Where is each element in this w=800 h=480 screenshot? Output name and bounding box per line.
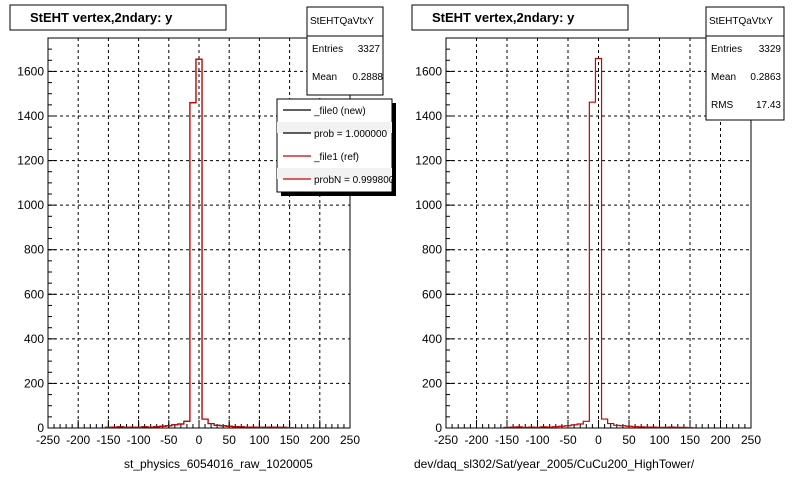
left-y-tick-label: 400 — [24, 332, 44, 346]
right-panel: StEHT vertex,2ndary: y -250 -200 -150 -100-… — [411, 4, 785, 471]
right-histograms — [503, 57, 694, 429]
left-stats-name: StEHTQaVtxY — [310, 16, 374, 27]
right-x-tick-label: -200 — [464, 433, 488, 447]
right-y-tick-label: 0 — [435, 421, 442, 435]
left-x-label: st_physics_6054016_raw_1020005 — [124, 457, 313, 471]
left-y-tick-label: 200 — [24, 376, 44, 390]
right-entries-value: 3329 — [759, 44, 782, 55]
right-entries-label: Entries — [711, 44, 742, 55]
right-y-tick-label: 1000 — [415, 198, 442, 212]
right-y-tick-label: 1200 — [415, 154, 442, 168]
left-mean-label: Mean — [312, 72, 337, 83]
right-x-tick-label: 0 — [595, 433, 602, 447]
left-grid — [48, 38, 350, 428]
left-title-box — [9, 4, 227, 31]
right-stats-name: StEHTQaVtxY — [709, 16, 773, 27]
right-stats-box — [705, 6, 785, 121]
left-entries-label: Entries — [312, 44, 343, 55]
right-x-ticks: -250 -200 -150 -100 -50 0 50 100 150 200 250 — [434, 420, 761, 447]
right-rms-label: RMS — [711, 100, 734, 111]
right-x-tick-label: 200 — [710, 433, 730, 447]
left-x-tick-label: 200 — [310, 433, 330, 447]
right-title: StEHT vertex,2ndary: y — [432, 10, 575, 25]
left-x-tick-label: 250 — [340, 433, 360, 447]
right-x-tick-label: -150 — [495, 433, 519, 447]
right-mean-label: Mean — [711, 72, 736, 83]
left-x-tick-label: 50 — [223, 433, 237, 447]
left-y-tick-label: 1400 — [17, 109, 44, 123]
right-x-tick-label: -50 — [559, 433, 577, 447]
right-y-ticks: 0 200 400 600 800 1000 1200 1400 1600 — [415, 37, 454, 435]
legend-label-new: _file0 (new) — [313, 106, 366, 117]
left-y-tick-label: 1000 — [17, 198, 44, 212]
right-x-tick-label: 250 — [741, 433, 761, 447]
left-histograms — [104, 58, 294, 429]
left-y-tick-label: 800 — [24, 243, 44, 257]
legend-label-probn: probN = 0.999800 — [314, 175, 395, 186]
right-grid — [446, 38, 751, 428]
left-series-1-histogram — [104, 58, 294, 429]
right-mean-value: 0.2863 — [750, 72, 781, 83]
right-x-tick-label: 150 — [680, 433, 700, 447]
right-rms-value: 17.43 — [756, 100, 781, 111]
right-x-tick-label: -100 — [525, 433, 549, 447]
legend-label-ref: _file1 (ref) — [313, 152, 359, 163]
right-x-tick-label: 100 — [649, 433, 669, 447]
right-y-tick-label: 600 — [422, 287, 442, 301]
left-mean-value: 0.2888 — [352, 72, 383, 83]
left-x-tick-label: -200 — [66, 433, 90, 447]
left-title: StEHT vertex,2ndary: y — [30, 10, 173, 25]
right-x-label: dev/daq_sl302/Sat/year_2005/CuCu200_High… — [414, 457, 695, 471]
left-x-tick-label: -150 — [96, 433, 120, 447]
right-x-tick-label: 50 — [622, 433, 636, 447]
left-panel: StEHT vertex,2ndary: y -250 -200 -150 -100-… — [9, 4, 396, 471]
left-x-ticks: -250 -200 -150 -100 -50 0 50 100 150 200 250 — [36, 420, 360, 447]
left-y-tick-label: 1600 — [17, 64, 44, 78]
right-x-tick-label: -250 — [434, 433, 458, 447]
right-y-tick-label: 1400 — [415, 109, 442, 123]
left-x-tick-label: -250 — [36, 433, 60, 447]
left-x-tick-label: 100 — [249, 433, 269, 447]
left-y-tick-label: 1200 — [17, 154, 44, 168]
left-x-tick-label: -100 — [127, 433, 151, 447]
left-entries-value: 3327 — [358, 44, 381, 55]
left-x-tick-label: 0 — [196, 433, 203, 447]
left-y-ticks: 0 200 400 600 800 1000 1200 1400 1600 — [17, 37, 56, 435]
left-x-tick-label: 150 — [280, 433, 300, 447]
right-series-0-histogram — [503, 57, 694, 429]
left-y-tick-label: 600 — [24, 287, 44, 301]
right-y-tick-label: 800 — [422, 243, 442, 257]
left-x-tick-label: -50 — [160, 433, 178, 447]
legend-label-prob: prob = 1.000000 — [314, 129, 388, 140]
right-y-tick-label: 200 — [422, 376, 442, 390]
right-y-tick-label: 1600 — [415, 64, 442, 78]
right-title-box — [411, 4, 629, 31]
left-y-tick-label: 0 — [37, 421, 44, 435]
right-y-tick-label: 400 — [422, 332, 442, 346]
left-stats-box — [306, 6, 384, 96]
